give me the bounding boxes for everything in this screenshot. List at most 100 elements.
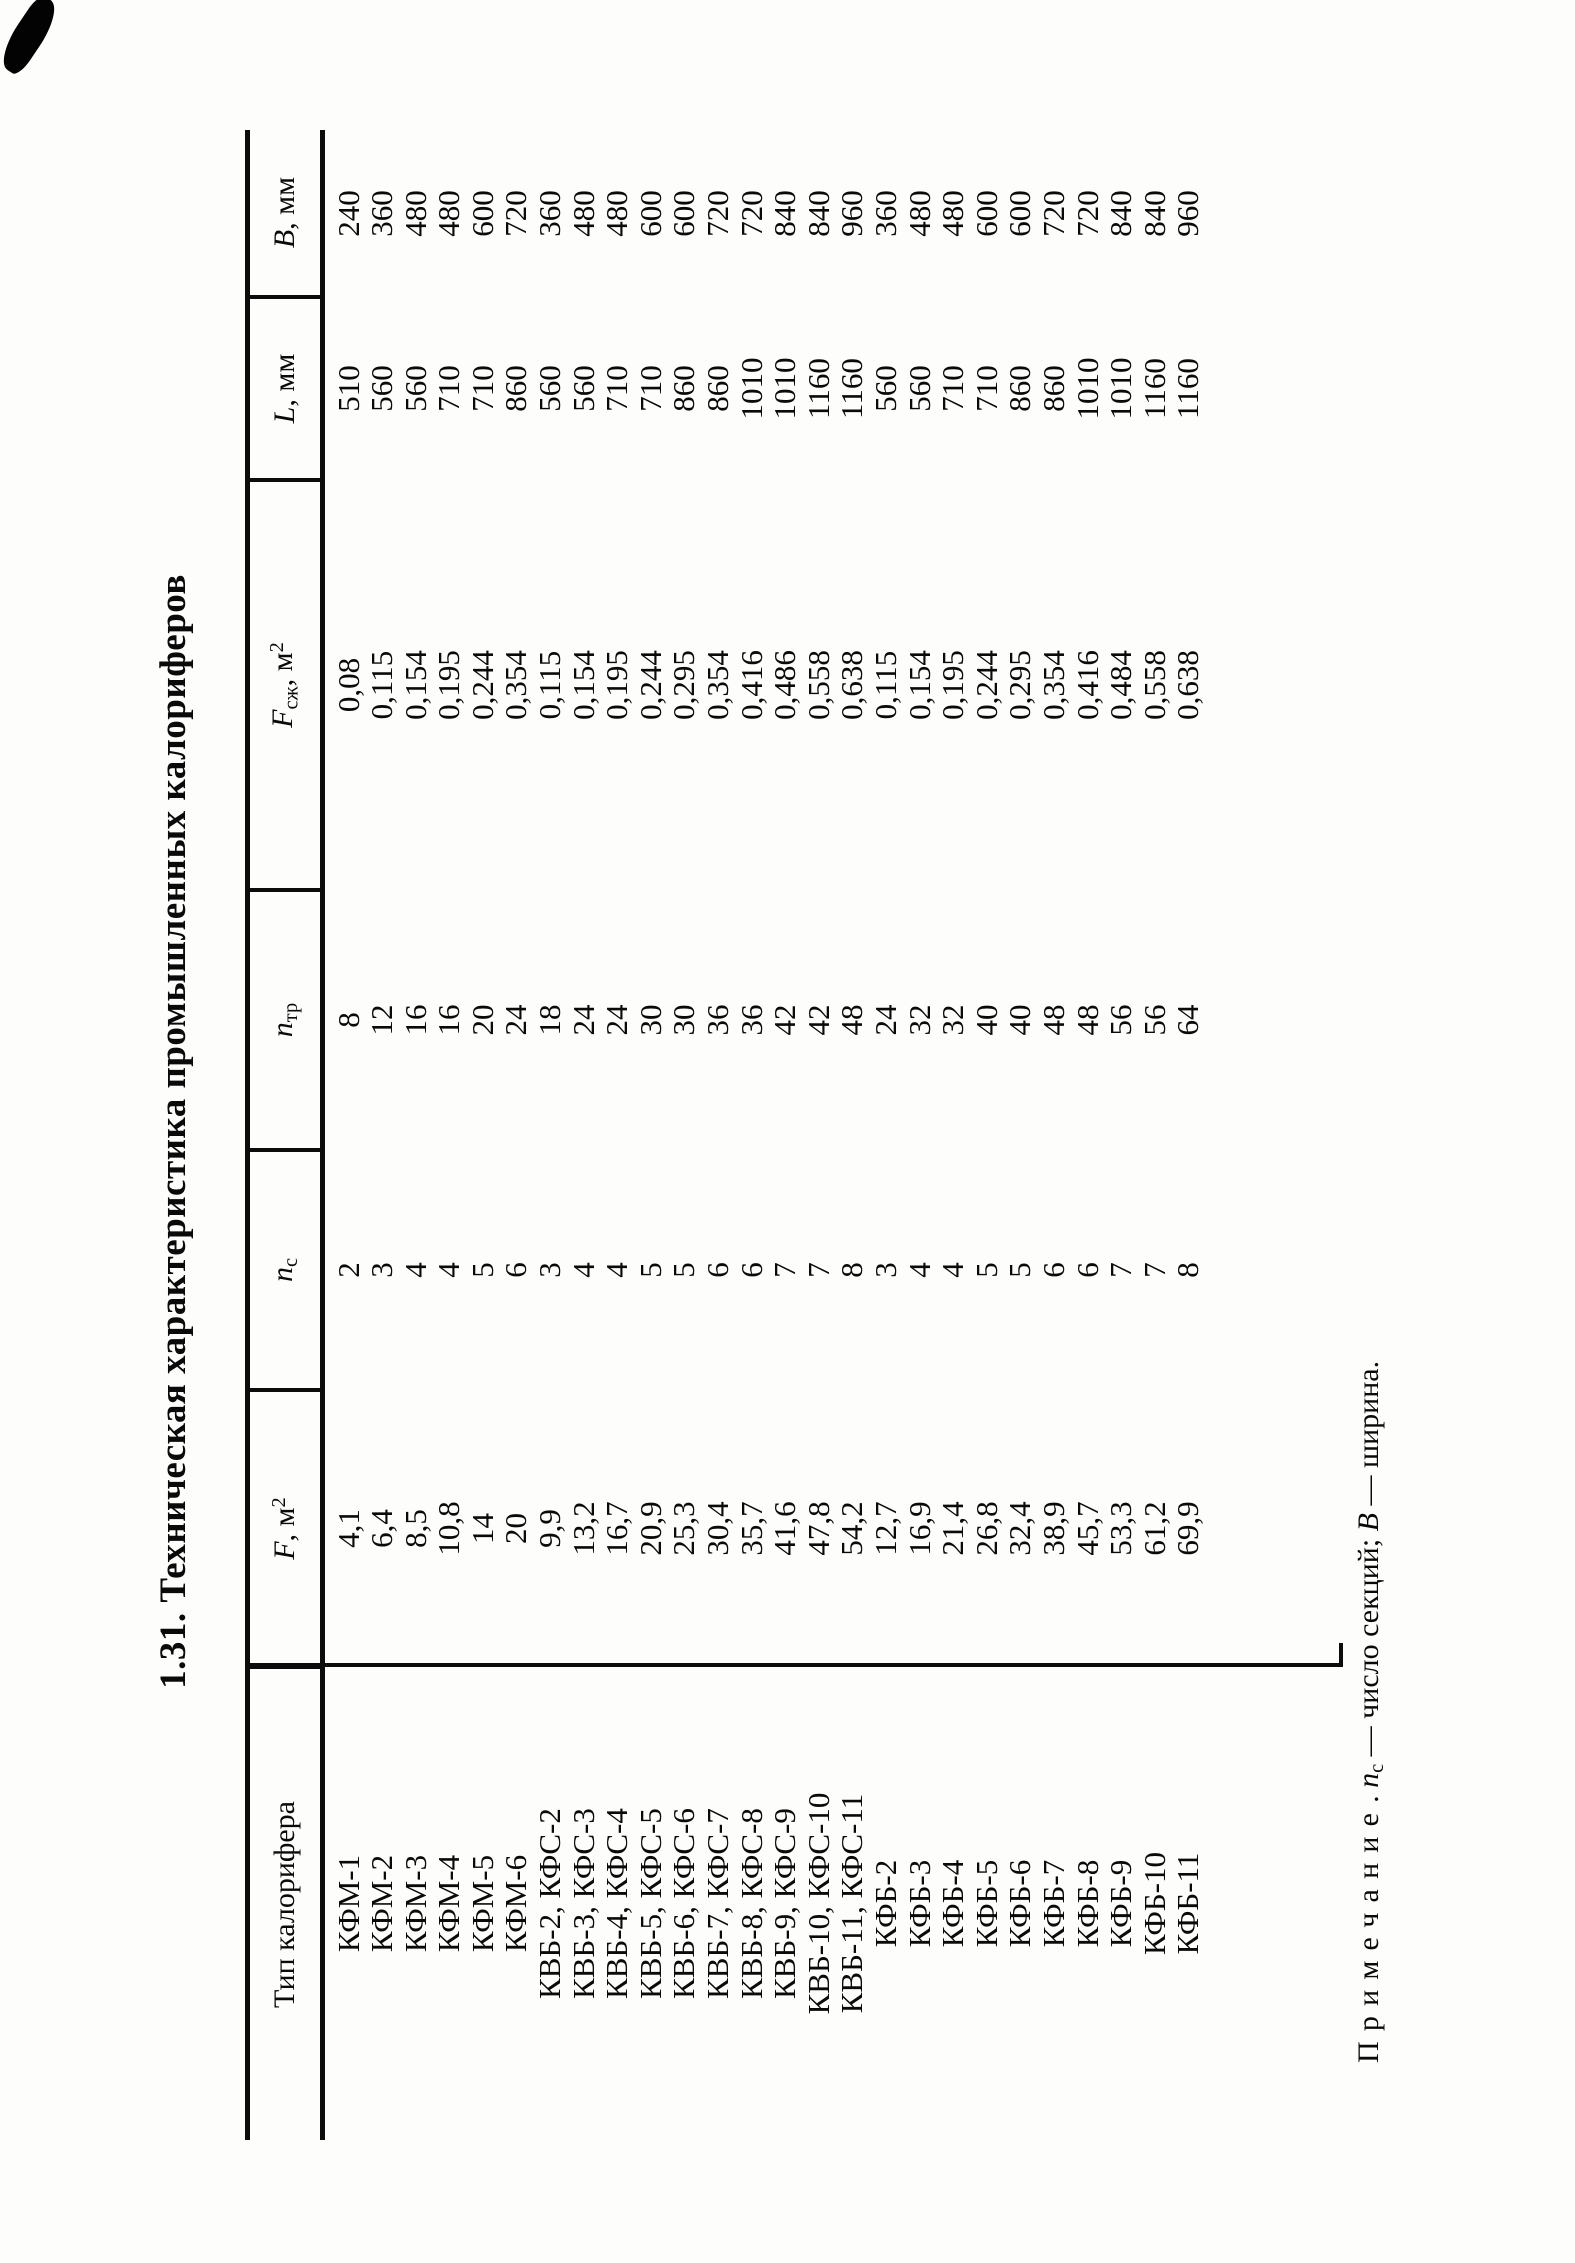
- value-cell: 840: [1103, 190, 1139, 237]
- value-cell: 30: [666, 1004, 702, 1036]
- type-cell: КФБ-6: [1002, 1859, 1038, 1948]
- value-cell: 0,195: [599, 650, 635, 720]
- table-row: КФМ-3 8,5 4 16 0,154 560 480: [397, 130, 433, 2140]
- value-cell: 24: [565, 1004, 601, 1036]
- type-cell: КФБ-3: [901, 1859, 937, 1948]
- value-cell: 860: [1002, 365, 1038, 412]
- value-cell: 480: [431, 190, 467, 237]
- value-cell: 45,7: [1069, 1501, 1105, 1556]
- type-cell: КВБ-9, КФС-9: [767, 1808, 803, 1999]
- table-row: КВБ-7, КФС-7 30,4 6 36 0,354 860 720: [700, 130, 736, 2140]
- col-header-Fszh: Fсж, м2: [247, 480, 323, 890]
- note-var-nc-sub: с: [1366, 1763, 1389, 1773]
- table-row: КВБ-6, КФС-6 25,3 5 30 0,295 860 600: [666, 130, 702, 2140]
- value-cell: 1010: [1069, 357, 1105, 420]
- table-row: КВБ-9, КФС-9 41,6 7 42 0,486 1010 840: [767, 130, 803, 2140]
- value-cell: 1160: [1170, 358, 1206, 419]
- type-cell: КФМ-5: [464, 1854, 500, 1953]
- value-cell: 48: [834, 1004, 870, 1036]
- value-cell: 7: [1103, 1262, 1139, 1278]
- table-row: КВБ-8, КФС-8 35,7 6 36 0,416 1010 720: [733, 130, 769, 2140]
- type-cell: КВБ-10, КФС-10: [800, 1792, 836, 2015]
- col-header-F: F, м2: [247, 1390, 323, 1667]
- value-cell: 8: [834, 1262, 870, 1278]
- value-cell: 600: [666, 190, 702, 237]
- table-header-row: Тип калорифера F, м2 nс nтр Fсж, м2 L, м…: [247, 130, 323, 2140]
- note-text-width: — ширина.: [1352, 1360, 1385, 1513]
- value-cell: 8: [330, 1012, 366, 1028]
- value-cell: 0,638: [1170, 650, 1206, 720]
- table-body: КФМ-1 4,1 2 8 0,08 510 240 КФМ-2 6,4 3 12 0,115 560 3…: [323, 130, 1206, 2140]
- value-cell: 16,7: [599, 1501, 635, 1556]
- type-cell: КВБ-6, КФС-6: [666, 1808, 702, 1999]
- table-row: КФБ-11 69,9 8 64 0,638 1160 960: [1170, 130, 1206, 2140]
- separator-line-end-hook: [1339, 1643, 1343, 1667]
- value-cell: 0,295: [666, 650, 702, 720]
- note-var-B: В: [1352, 1513, 1385, 1532]
- value-cell: 360: [532, 190, 568, 237]
- value-cell: 480: [397, 190, 433, 237]
- value-cell: 720: [1035, 190, 1071, 237]
- table-row: КФБ-3 16,9 4 32 0,154 560 480: [901, 130, 937, 2140]
- type-cell: КФБ-5: [968, 1859, 1004, 1948]
- value-cell: 14: [464, 1513, 500, 1544]
- value-cell: 0,486: [767, 650, 803, 720]
- value-cell: 48: [1069, 1004, 1105, 1036]
- value-cell: 480: [565, 190, 601, 237]
- table-row: КФБ-7 38,9 6 48 0,354 860 720: [1035, 130, 1071, 2140]
- value-cell: 61,2: [1136, 1501, 1172, 1556]
- value-cell: 26,8: [968, 1501, 1004, 1556]
- table-row: КФБ-2 12,7 3 24 0,115 560 360: [868, 130, 903, 2140]
- type-cell: КФМ-4: [431, 1854, 467, 1953]
- col-header-ntr: nтр: [247, 890, 323, 1150]
- value-cell: 0,354: [700, 650, 736, 720]
- value-cell: 0,154: [901, 650, 937, 720]
- value-cell: 7: [800, 1262, 836, 1278]
- table-row: КВБ-11, КФС-11 54,2 8 48 0,638 1160 960: [834, 130, 870, 2140]
- value-cell: 560: [532, 365, 568, 412]
- value-cell: 53,3: [1103, 1501, 1139, 1556]
- value-cell: 4: [901, 1262, 937, 1278]
- note-separator: .: [1352, 1787, 1385, 1803]
- type-cell: КФБ-4: [935, 1859, 971, 1948]
- value-cell: 360: [868, 190, 903, 237]
- value-cell: 48: [1035, 1004, 1071, 1036]
- value-cell: 3: [364, 1262, 400, 1278]
- table-row: КФБ-5 26,8 5 40 0,244 710 600: [968, 130, 1004, 2140]
- value-cell: 24: [498, 1004, 534, 1036]
- value-cell: 600: [1002, 190, 1038, 237]
- value-cell: 36: [733, 1004, 769, 1036]
- type-cell: КВБ-4, КФС-4: [599, 1808, 635, 1999]
- value-cell: 5: [968, 1262, 1004, 1278]
- value-cell: 960: [834, 190, 870, 237]
- value-cell: 710: [935, 365, 971, 412]
- value-cell: 6: [498, 1262, 534, 1278]
- value-cell: 0,484: [1103, 650, 1139, 720]
- value-cell: 4: [935, 1262, 971, 1278]
- value-cell: 860: [700, 365, 736, 412]
- col-header-nc: nс: [247, 1150, 323, 1390]
- value-cell: 0,416: [733, 650, 769, 720]
- value-cell: 360: [364, 190, 400, 237]
- value-cell: 720: [733, 190, 769, 237]
- table-note: Примечание. nс — число секций; В — ширин…: [1352, 1361, 1389, 2063]
- note-text-sections: — число секций;: [1352, 1531, 1385, 1764]
- value-cell: 42: [800, 1004, 836, 1036]
- value-cell: 6: [1069, 1262, 1105, 1278]
- type-cell: КВБ-11, КФС-11: [834, 1793, 870, 2014]
- col-header-B: В, мм: [247, 130, 323, 297]
- value-cell: 1160: [800, 358, 836, 419]
- value-cell: 0,295: [1002, 650, 1038, 720]
- value-cell: 16: [397, 1004, 433, 1036]
- value-cell: 56: [1136, 1004, 1172, 1036]
- value-cell: 600: [464, 190, 500, 237]
- value-cell: 710: [968, 365, 1004, 412]
- value-cell: 0,416: [1069, 650, 1105, 720]
- value-cell: 4,1: [330, 1509, 366, 1548]
- value-cell: 20: [464, 1004, 500, 1036]
- value-cell: 510: [330, 365, 366, 412]
- type-cell: КВБ-5, КФС-5: [632, 1808, 668, 1999]
- value-cell: 30,4: [700, 1501, 736, 1556]
- table-row: КВБ-3, КФС-3 13,2 4 24 0,154 560 480: [565, 130, 601, 2140]
